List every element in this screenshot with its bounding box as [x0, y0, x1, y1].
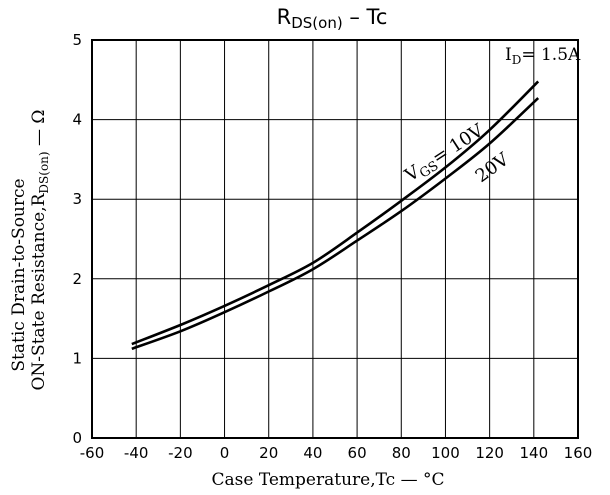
y-tick-label: 3 [72, 190, 82, 208]
x-tick-labels: -60 -40 -20 0 20 40 60 80 100 120 140 160 [80, 444, 593, 462]
x-tick-label: 160 [564, 444, 593, 462]
y-tick-label: 0 [72, 429, 82, 447]
x-axis-label: Case Temperature,Tc — °C [212, 470, 445, 490]
x-tick-label: 60 [348, 444, 367, 462]
x-tick-label: 80 [392, 444, 411, 462]
x-tick-label: 100 [431, 444, 460, 462]
x-gridlines [135, 40, 535, 438]
chart-title: RDS(on) – Tc [277, 5, 388, 32]
x-tick-label: -40 [124, 444, 149, 462]
x-tick-label: -60 [80, 444, 105, 462]
x-tick-label: 0 [220, 444, 230, 462]
y-axis-label-line1: Static Drain-to-Source [9, 178, 29, 371]
plot-area [91, 39, 579, 439]
x-tick-label: 120 [475, 444, 504, 462]
y-tick-label: 5 [72, 31, 82, 49]
x-tick-label: 20 [259, 444, 278, 462]
x-tick-label: 40 [303, 444, 322, 462]
x-tick-label: 140 [519, 444, 548, 462]
y-tick-label: 1 [72, 349, 82, 367]
series-line-vgs20 [131, 97, 540, 351]
y-tick-label: 4 [72, 111, 82, 129]
series-lines [131, 80, 540, 351]
y-tick-labels: 0 1 2 3 4 5 [72, 31, 82, 447]
y-tick-label: 2 [72, 270, 82, 288]
y-gridlines [92, 119, 578, 359]
x-tick-label: -20 [168, 444, 193, 462]
condition-label: ID= 1.5A [505, 45, 581, 67]
y-axis-label-line2: ON-State Resistance,RDS(on) — Ω [29, 110, 51, 391]
series-line-vgs10 [131, 80, 540, 346]
